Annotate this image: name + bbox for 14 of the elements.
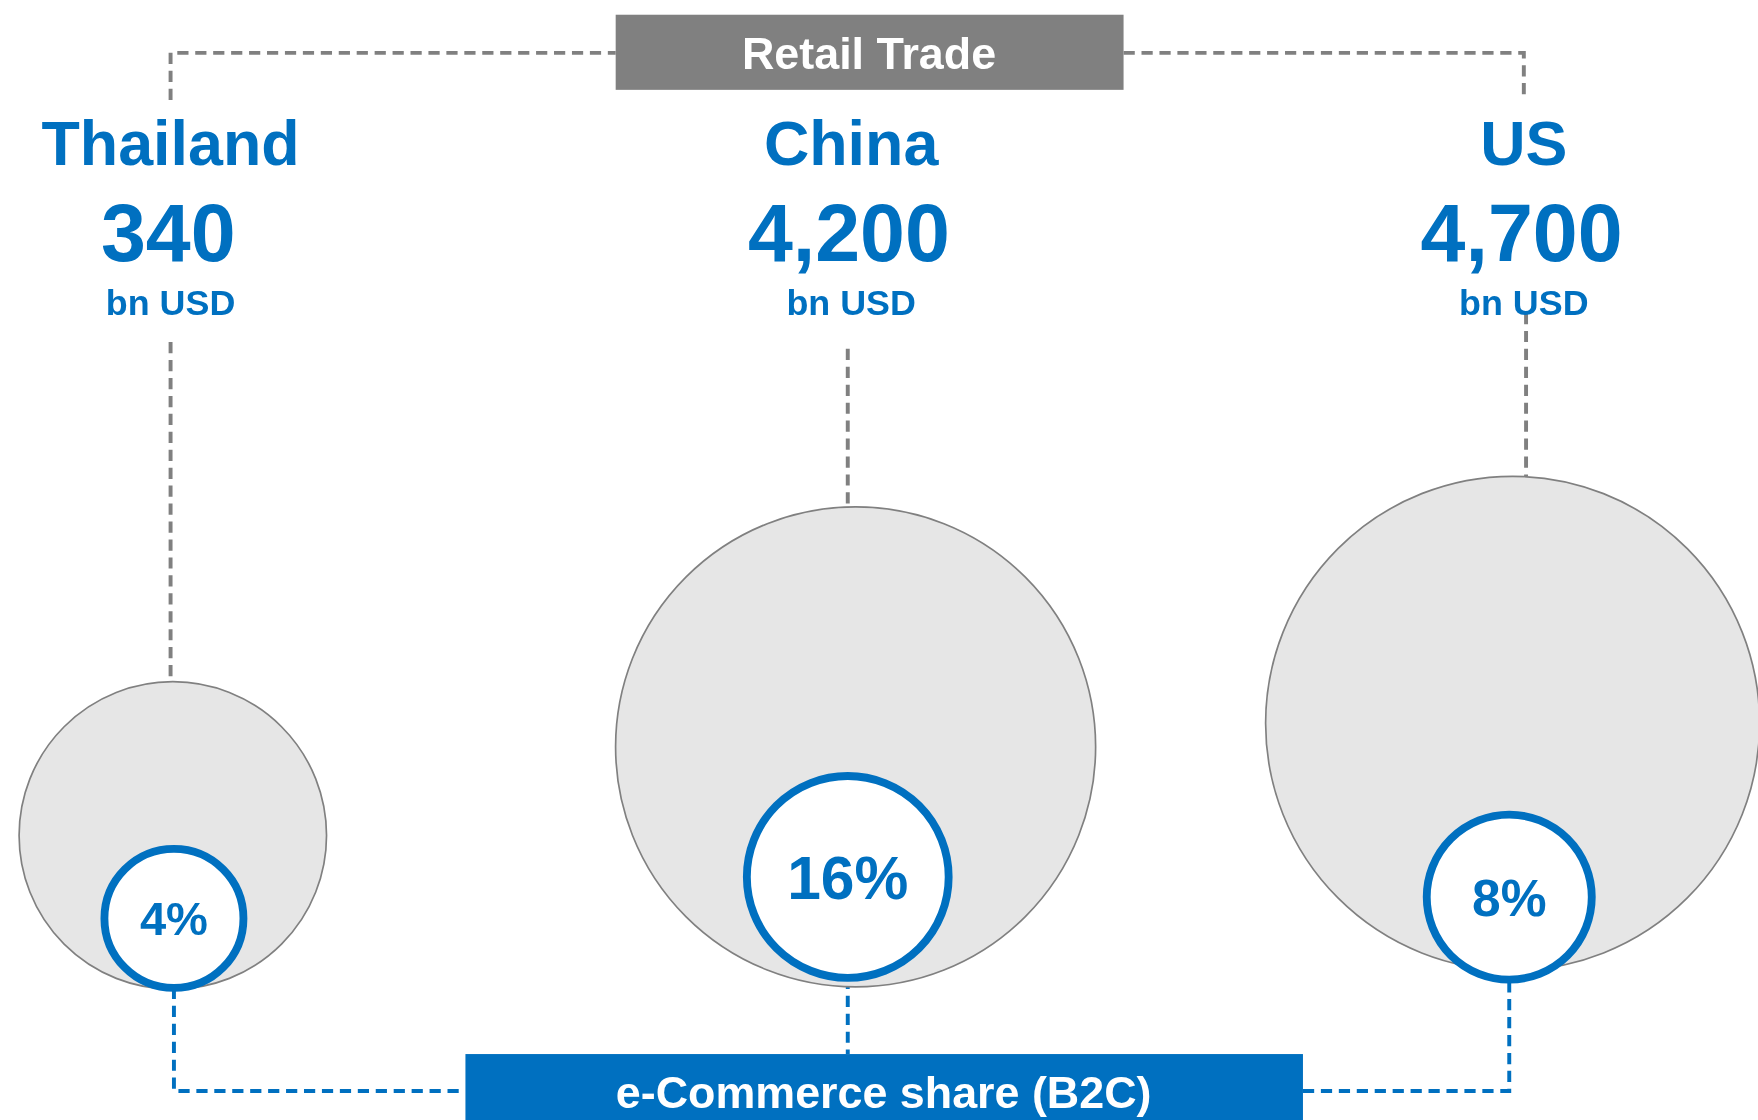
data-label: 16%	[787, 843, 909, 912]
data-label: 340	[100, 188, 236, 279]
data-label: 4%	[139, 892, 208, 946]
text: bn USD	[1459, 282, 1589, 323]
category-label: Thailand	[41, 108, 300, 179]
legend-label: e-Commerce share (B2C)	[615, 1067, 1152, 1119]
category-label: China	[763, 108, 940, 179]
data-label: 8%	[1471, 868, 1547, 927]
text: bn USD	[786, 282, 916, 323]
category-label: US	[1480, 108, 1568, 179]
data-label: 4,200	[747, 188, 950, 279]
text: bn USD	[105, 282, 236, 323]
legend-label: Retail Trade	[741, 27, 997, 79]
data-label: 4,700	[1420, 188, 1623, 279]
